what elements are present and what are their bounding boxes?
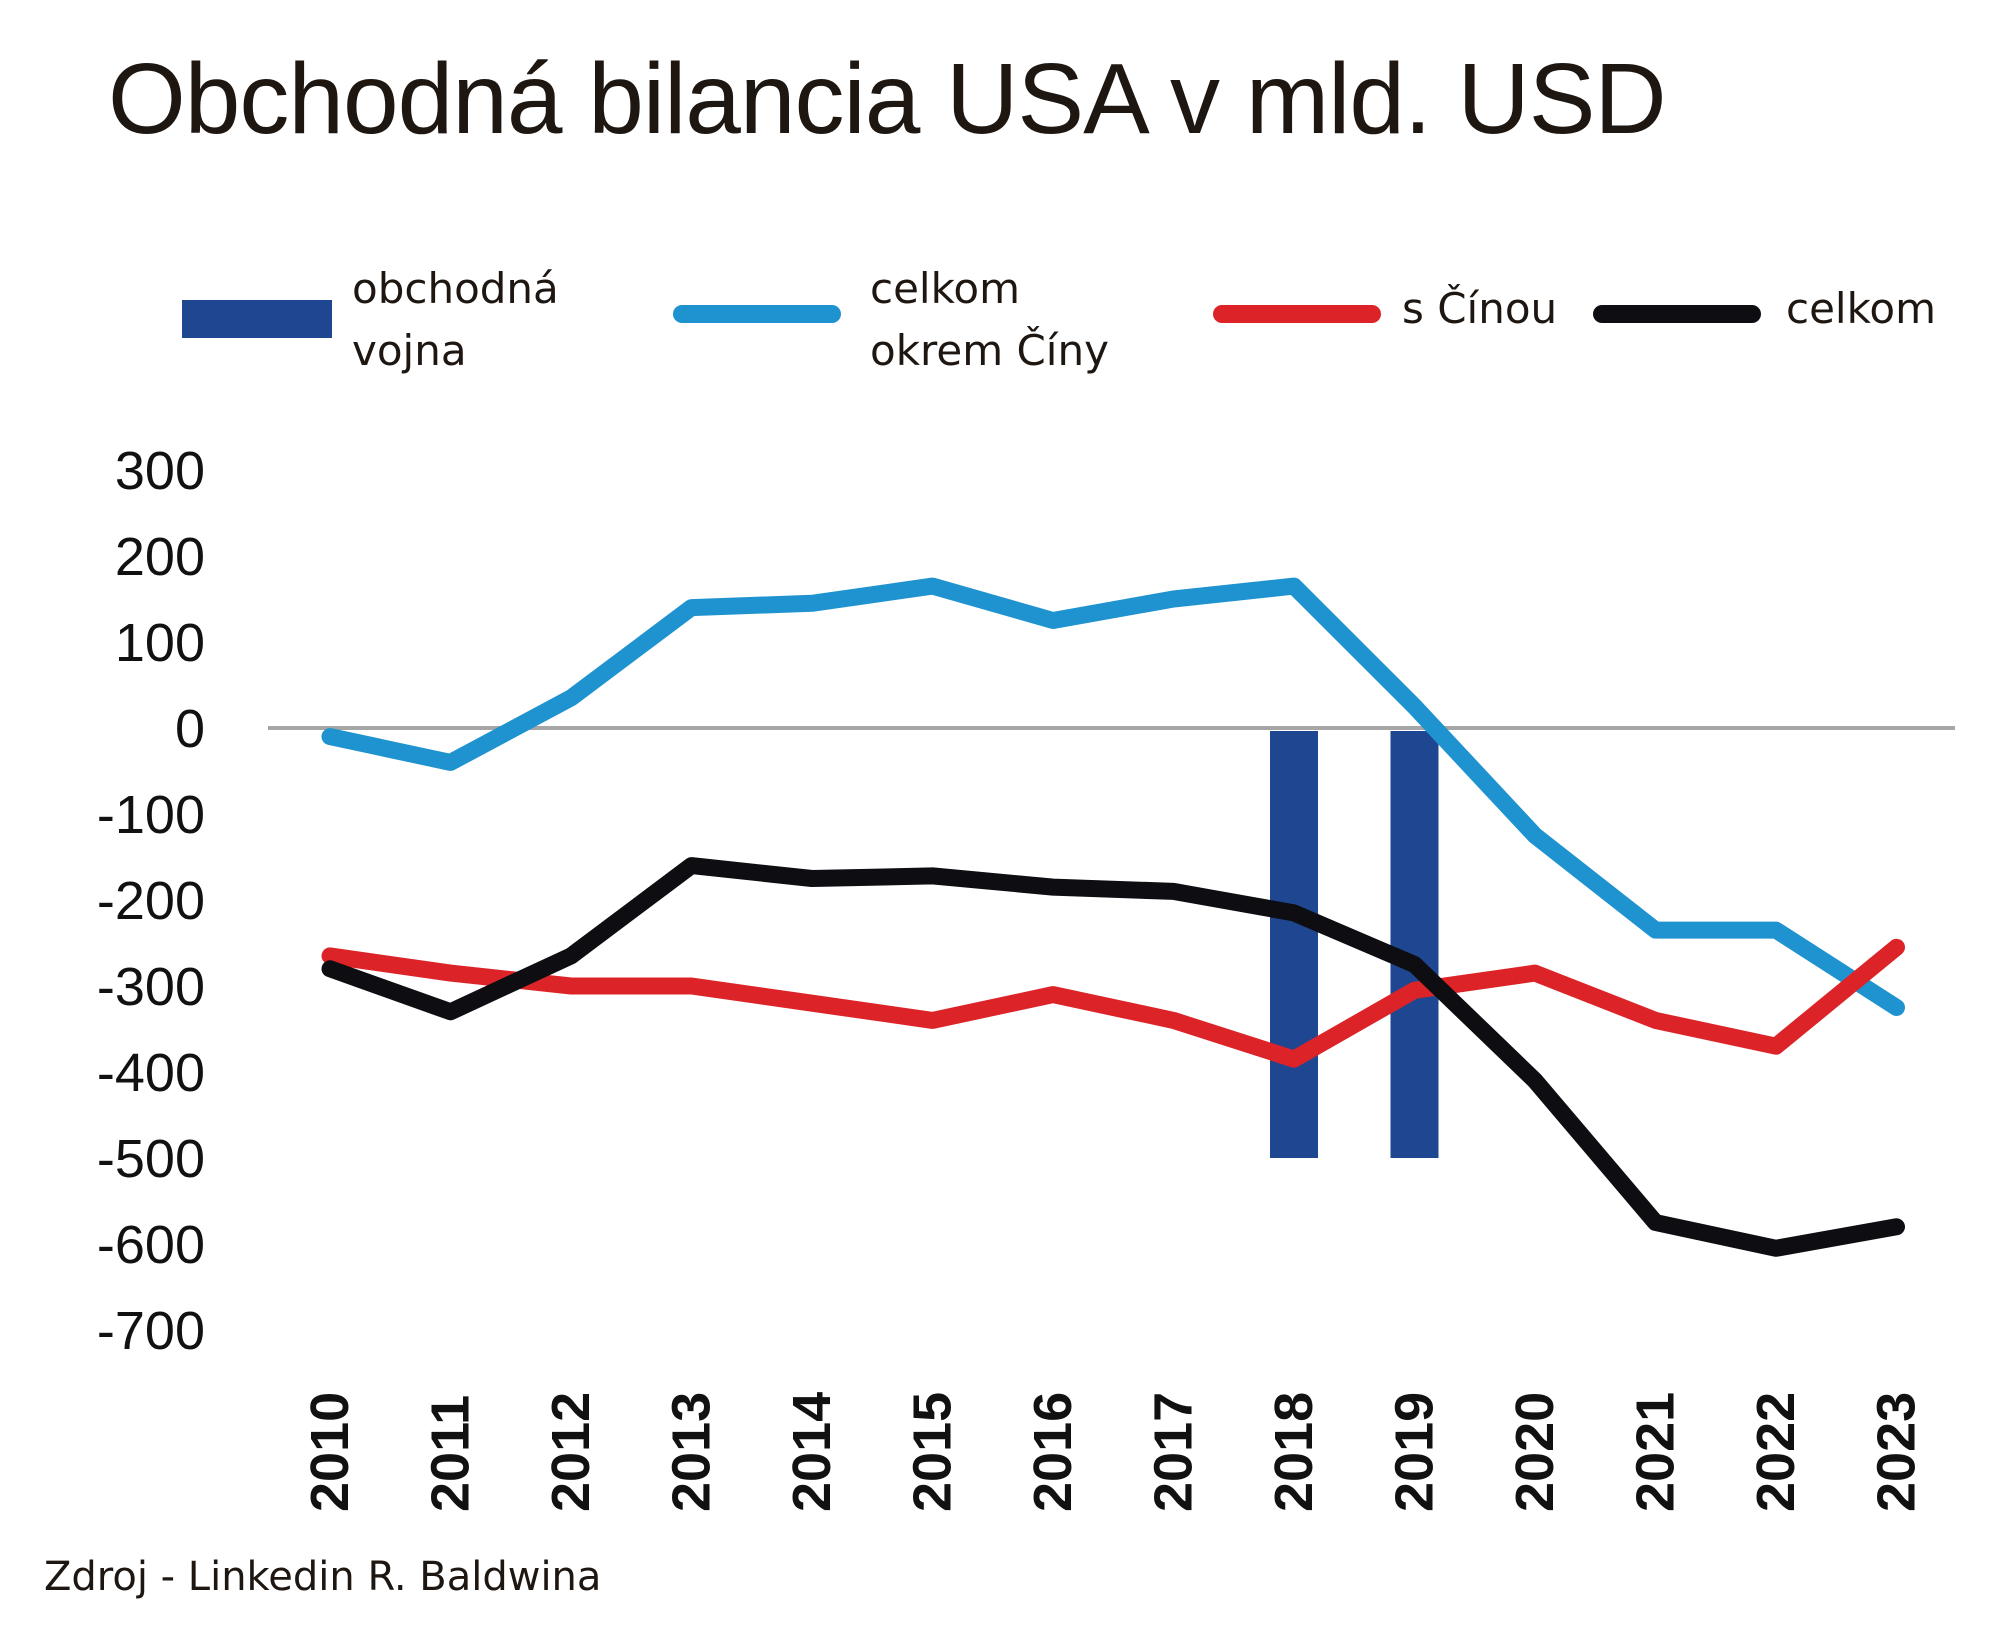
x-tick-label: 2011 bbox=[421, 1395, 481, 1512]
y-tick-label: -700 bbox=[97, 1301, 205, 1361]
y-tick-label: 0 bbox=[175, 699, 205, 759]
x-tick-label: 2020 bbox=[1505, 1392, 1565, 1512]
x-tick-label: 2022 bbox=[1746, 1392, 1806, 1512]
x-axis: 2010 2011 2012 2013 2014 2015 2016 2017 2018 2019… bbox=[300, 1392, 1927, 1512]
y-tick-label: 300 bbox=[115, 441, 205, 501]
source-note: Zdroj - Linkedin R. Baldwina bbox=[44, 1554, 602, 1600]
y-tick-label: -500 bbox=[97, 1129, 205, 1189]
x-tick-label: 2021 bbox=[1626, 1392, 1686, 1512]
x-tick-label: 2023 bbox=[1867, 1392, 1927, 1512]
legend-label-trade-war: obchodná vojna bbox=[352, 264, 559, 375]
chart-title: Obchodná bilancia USA v mld. USD bbox=[108, 43, 1667, 155]
series-line-china bbox=[321, 938, 1905, 1068]
y-tick-label: -300 bbox=[97, 957, 205, 1017]
y-tick-label: -100 bbox=[97, 785, 205, 845]
legend-swatch-trade-war bbox=[182, 300, 332, 338]
y-tick-label: -400 bbox=[97, 1043, 205, 1103]
legend-label-excl-china: celkom okrem Číny bbox=[870, 264, 1109, 375]
x-tick-label: 2019 bbox=[1385, 1392, 1445, 1512]
x-tick-label: 2014 bbox=[782, 1392, 842, 1512]
series-lines bbox=[321, 577, 1905, 1257]
x-tick-label: 2017 bbox=[1144, 1392, 1204, 1512]
trade-war-bar-2018 bbox=[1270, 731, 1318, 1158]
x-tick-label: 2018 bbox=[1264, 1392, 1324, 1512]
trade-war-bar-2019 bbox=[1390, 731, 1439, 1158]
series-line-total bbox=[321, 857, 1905, 1257]
series-line-excl-china bbox=[321, 577, 1905, 1016]
x-tick-label: 2012 bbox=[541, 1392, 601, 1512]
x-tick-label: 2016 bbox=[1023, 1392, 1083, 1512]
x-tick-label: 2013 bbox=[662, 1392, 722, 1512]
trade-war-bars bbox=[1270, 731, 1439, 1158]
legend-label-china: s Čínou bbox=[1402, 284, 1558, 333]
x-tick-label: 2010 bbox=[300, 1392, 360, 1512]
y-axis: 300 200 100 0 -100 -200 -300 -400 -500 -600 -700 bbox=[97, 441, 205, 1361]
y-tick-label: 200 bbox=[115, 527, 205, 587]
y-tick-label: -600 bbox=[97, 1215, 205, 1275]
y-tick-label: -200 bbox=[97, 871, 205, 931]
y-tick-label: 100 bbox=[115, 613, 205, 673]
x-tick-label: 2015 bbox=[903, 1392, 963, 1512]
legend-label-total: celkom bbox=[1786, 284, 1937, 333]
